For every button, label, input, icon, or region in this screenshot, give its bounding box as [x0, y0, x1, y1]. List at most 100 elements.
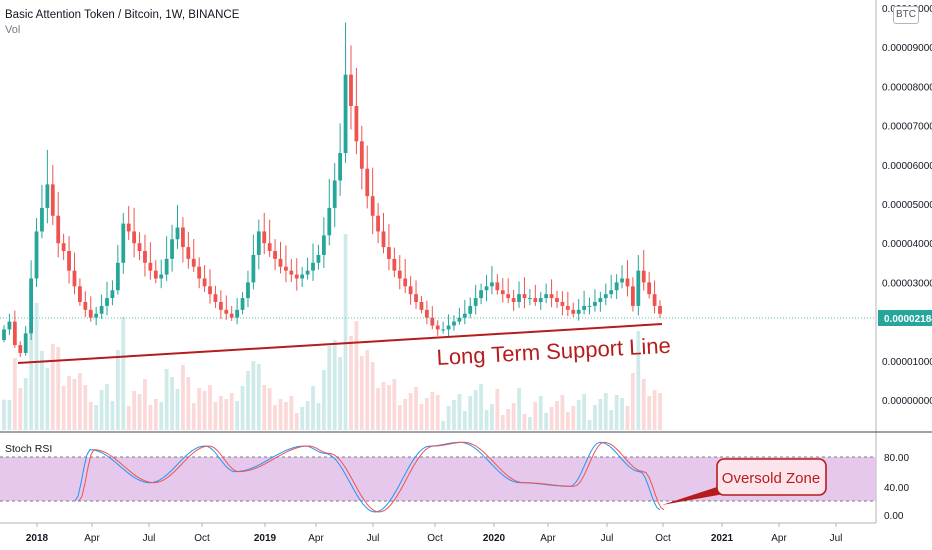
volume-bar [636, 331, 641, 430]
candle-body [170, 239, 174, 259]
volume-bar [327, 346, 332, 430]
volume-bar [273, 405, 277, 430]
oversold-callout-box [716, 458, 827, 496]
volume-bar [159, 402, 164, 430]
time-tick-label: Jul [601, 533, 614, 544]
volume-bar [349, 336, 353, 430]
volume-bar [83, 385, 88, 430]
candle-body [349, 74, 353, 106]
candle-body [408, 286, 413, 295]
candle-body [300, 274, 305, 279]
candle-body [652, 294, 657, 306]
symbol-title: Basic Attention Token / Bitcoin, 1W, BIN… [5, 9, 240, 21]
volume-bar [587, 420, 592, 430]
current-price-value: 0.00002184 [884, 314, 932, 325]
volume-bar [359, 356, 364, 430]
volume-bar [365, 350, 370, 430]
volume-bar [218, 396, 223, 430]
volume-bar [105, 384, 109, 430]
volume-bar [23, 378, 28, 430]
candle-body [332, 180, 337, 208]
stoch-rsi-title: Stoch RSI [5, 443, 53, 455]
candle-body [34, 231, 39, 279]
volume-bar [256, 364, 261, 430]
candle-body [7, 321, 12, 330]
candle-body [533, 298, 538, 302]
candle-body [311, 262, 315, 271]
volume-bar [338, 357, 343, 430]
candle-body [83, 302, 88, 310]
rsi-axis: 80.00 40.00 0.00 [884, 453, 909, 522]
volume-bar [620, 398, 624, 430]
candle-body [571, 309, 576, 314]
candle-body [78, 286, 82, 302]
volume-bar [311, 386, 315, 430]
volume-bar [2, 399, 6, 430]
volume-bar [544, 413, 549, 430]
candle-body [490, 282, 494, 287]
price-tick-label: 0.00007000 [882, 122, 932, 133]
candle-body [522, 294, 527, 299]
volume-bar [110, 401, 115, 430]
candle-body [115, 262, 120, 291]
candle-body [549, 294, 554, 299]
volume-bar [278, 399, 283, 430]
volume-bar [132, 391, 137, 430]
candle-body [609, 290, 614, 295]
candle-body [294, 274, 299, 279]
candle-body [327, 207, 332, 236]
volume-bar [468, 396, 473, 430]
volume-bar [88, 402, 93, 430]
candle-body [224, 309, 229, 314]
volume-bar [647, 396, 652, 430]
volume-bar [376, 388, 380, 430]
candle-body [235, 309, 240, 318]
volume-bar [208, 385, 212, 430]
volume-bar [424, 398, 429, 430]
candlesticks [2, 22, 662, 358]
candle-body [256, 231, 261, 255]
candle-body [164, 258, 169, 275]
candle-body [213, 294, 218, 302]
time-tick-label: Jul [830, 533, 843, 544]
candle-body [506, 294, 511, 299]
candle-body [658, 305, 662, 314]
candle-body [262, 231, 267, 244]
volume-bar [571, 406, 576, 430]
volume-bar [511, 403, 516, 430]
volume-bar [381, 382, 386, 430]
candle-body [137, 243, 142, 252]
volume-bar [419, 404, 424, 430]
candle-body [29, 278, 34, 334]
candle-body [202, 278, 207, 287]
candle-body [148, 262, 153, 271]
candle-body [186, 247, 191, 259]
candle-body [538, 298, 543, 302]
volume-bar [625, 406, 630, 430]
volume-bar [441, 421, 446, 430]
volume-bar [164, 369, 169, 430]
volume-bar [495, 389, 500, 430]
oversold-callout-label: Oversold Zone [722, 470, 820, 487]
candle-body [110, 290, 115, 299]
volume-bar [392, 379, 397, 430]
volume-bar [181, 365, 185, 430]
candle-body [153, 270, 158, 279]
currency-badge[interactable]: BTC [893, 6, 919, 24]
volume-bar [658, 393, 662, 430]
volume-bar [630, 373, 635, 430]
volume-bar [462, 411, 467, 430]
candle-body [121, 223, 126, 263]
current-price-tag-bg [878, 310, 932, 326]
volume-bar [500, 415, 505, 430]
volume-bar [29, 291, 34, 430]
candle-body [12, 321, 17, 346]
volume-bar [67, 376, 71, 430]
volume-bar [34, 303, 39, 430]
volume-bar [565, 412, 570, 430]
candle-body [517, 294, 521, 302]
candle-body [430, 317, 435, 326]
price-tick-label: 0.00008000 [882, 82, 932, 93]
volume-bar [289, 396, 294, 430]
candle-body [397, 270, 402, 279]
